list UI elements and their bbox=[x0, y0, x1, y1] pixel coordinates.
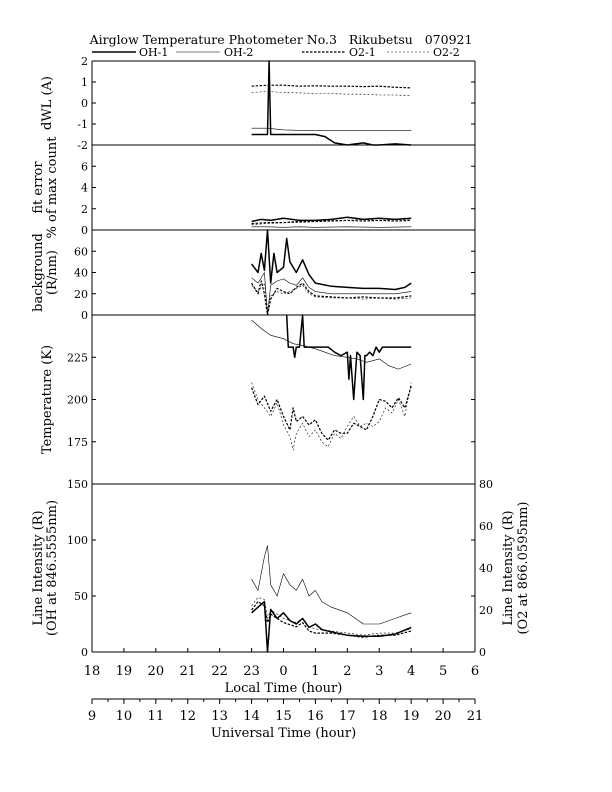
series-line-oh-2 bbox=[251, 545, 412, 625]
ut-tick: 15 bbox=[275, 709, 292, 724]
series-line-o2-1 bbox=[251, 385, 412, 441]
ytick-label: 0 bbox=[81, 646, 88, 659]
y-axis-label: (R/nm) bbox=[45, 250, 60, 295]
ut-tick: 11 bbox=[148, 709, 165, 724]
ut-tick: 18 bbox=[371, 709, 388, 724]
local-time-tick: 22 bbox=[211, 664, 228, 679]
ytick-label: 6 bbox=[81, 160, 88, 173]
legend-label-oh-1: OH-1 bbox=[139, 46, 168, 59]
panel-2: 0 2 4 6 fit error% of max count bbox=[31, 136, 476, 239]
ut-tick: 12 bbox=[179, 709, 196, 724]
legend-label-o2-1: O2-1 bbox=[349, 46, 376, 59]
ut-tick: 19 bbox=[403, 709, 420, 724]
ytick-label: 2 bbox=[81, 203, 88, 216]
series-line-oh-1 bbox=[251, 60, 412, 146]
ytick-label: 60 bbox=[74, 245, 88, 258]
series-line-o2-2 bbox=[251, 91, 412, 96]
y-axis-label: dWL (A) bbox=[40, 76, 55, 130]
panel-3: 0 20 40 60 background (R/nm) bbox=[31, 229, 476, 322]
ut-tick: 10 bbox=[116, 709, 133, 724]
local-time-label: Local Time (hour) bbox=[225, 681, 343, 696]
panel-1: -2 -1 0 1 2 dWL (A) bbox=[40, 55, 476, 152]
series-line-o2-2 bbox=[251, 597, 412, 636]
ytick-label: 1 bbox=[81, 76, 88, 89]
ut-tick: 20 bbox=[435, 709, 452, 724]
local-time-tick: 19 bbox=[116, 664, 133, 679]
y-axis-label: % of max count bbox=[45, 136, 60, 239]
local-time-tick: 0 bbox=[279, 664, 287, 679]
ytick-label: 4 bbox=[81, 182, 88, 195]
ut-label: Universal Time (hour) bbox=[211, 726, 356, 741]
series-line-oh-2 bbox=[251, 127, 412, 131]
y2tick-label: 20 bbox=[479, 604, 493, 617]
local-time-tick: 6 bbox=[471, 664, 479, 679]
y2tick-label: 40 bbox=[479, 562, 493, 575]
y2tick-label: 80 bbox=[479, 478, 493, 491]
ytick-label: 0 bbox=[81, 97, 88, 110]
legend-label-o2-2: O2-2 bbox=[433, 46, 460, 59]
series-line-o2-2 bbox=[251, 382, 412, 451]
ut-tick: 9 bbox=[88, 709, 96, 724]
series-line-oh-1 bbox=[285, 314, 412, 401]
ytick-label: 2 bbox=[81, 55, 88, 68]
series-line-o2-1 bbox=[251, 600, 412, 638]
series-line-o2-1 bbox=[251, 280, 412, 316]
ytick-label: 0 bbox=[81, 224, 88, 237]
ytick-label: 0 bbox=[81, 309, 88, 322]
local-time-tick: 3 bbox=[375, 664, 383, 679]
ytick-label: 100 bbox=[67, 534, 88, 547]
local-time-tick: 23 bbox=[243, 664, 260, 679]
y2-axis-label: (O2 at 866.0595nm) bbox=[516, 501, 531, 634]
series-line-o2-1 bbox=[251, 219, 412, 225]
ytick-label: 40 bbox=[74, 267, 88, 280]
series-line-oh-2 bbox=[251, 319, 412, 370]
y-axis-label: (OH at 846.5555nm) bbox=[45, 500, 60, 636]
local-time-tick: 20 bbox=[148, 664, 165, 679]
series-line-oh-2 bbox=[251, 272, 412, 316]
ytick-label: 200 bbox=[67, 394, 88, 407]
y2tick-label: 0 bbox=[479, 646, 486, 659]
series-line-oh-1 bbox=[251, 600, 412, 653]
y-axis-label: Temperature (K) bbox=[40, 345, 55, 454]
series-line-o2-1 bbox=[251, 84, 412, 89]
ut-tick: 14 bbox=[243, 709, 260, 724]
series-line-oh-1 bbox=[251, 216, 412, 223]
ut-tick: 17 bbox=[339, 709, 356, 724]
y2-axis-label: Line Intensity (R) bbox=[501, 510, 516, 625]
ytick-label: 225 bbox=[67, 351, 88, 364]
local-time-tick: 5 bbox=[439, 664, 447, 679]
local-time-tick: 4 bbox=[407, 664, 415, 679]
local-time-tick: 2 bbox=[343, 664, 351, 679]
ytick-label: 50 bbox=[74, 590, 88, 603]
ytick-label: -2 bbox=[77, 139, 88, 152]
chart-panels: -2 -1 0 1 2 dWL (A) 0 2 4 6 fit error% of max coun… bbox=[31, 55, 531, 659]
ut-tick: 13 bbox=[211, 709, 228, 724]
y2tick-label: 60 bbox=[479, 520, 493, 533]
y-axis-label: fit error bbox=[31, 161, 46, 214]
chart-title: Airglow Temperature Photometer No.3 Riku… bbox=[89, 32, 473, 47]
local-time-tick: 21 bbox=[179, 664, 196, 679]
ytick-label: 20 bbox=[74, 288, 88, 301]
ut-tick: 21 bbox=[467, 709, 484, 724]
legend-label-oh-2: OH-2 bbox=[224, 46, 253, 59]
local-time-tick: 18 bbox=[84, 664, 101, 679]
series-line-o2-2 bbox=[251, 282, 412, 311]
y-axis-label: background bbox=[31, 233, 46, 312]
series-line-oh-2 bbox=[251, 226, 412, 228]
legend: OH-1 OH-2 O2-1 O2-2 bbox=[92, 46, 460, 59]
series-line-oh-1 bbox=[251, 229, 412, 291]
ytick-label: 175 bbox=[67, 436, 88, 449]
ytick-label: -1 bbox=[77, 118, 88, 131]
y-axis-label: Line Intensity (R) bbox=[31, 510, 46, 625]
local-time-tick: 1 bbox=[311, 664, 319, 679]
series-line-o2-2 bbox=[251, 219, 412, 225]
ytick-label: 150 bbox=[67, 478, 88, 491]
panel-4: 175 200 225 Temperature (K) bbox=[40, 314, 476, 485]
ut-tick: 16 bbox=[307, 709, 324, 724]
